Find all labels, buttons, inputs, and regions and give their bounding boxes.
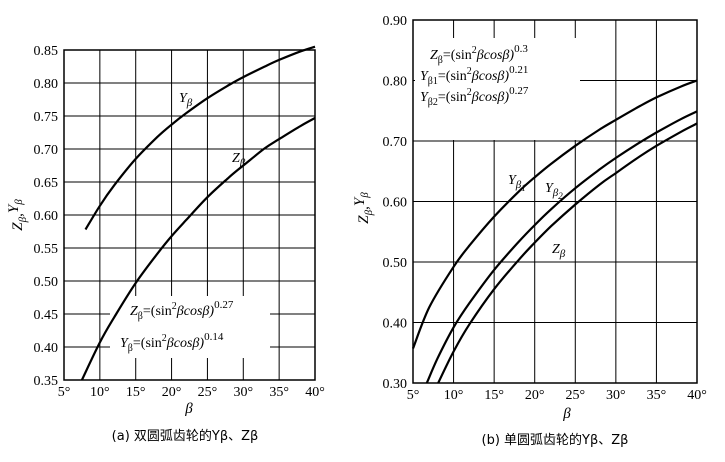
x-tick-label: 30° <box>606 388 626 403</box>
y-tick-label: 0.40 <box>34 341 59 356</box>
y-tick-label: 0.60 <box>383 196 408 211</box>
plot-frame <box>63 49 316 381</box>
series-label: Yβ2 <box>545 181 563 201</box>
formula-annotation: Yβ1=(sin2βcosβ)0.21 <box>420 64 528 87</box>
series-line-Yβ1 <box>411 79 698 349</box>
y-tick-label: 0.80 <box>34 77 59 92</box>
y-tick-label: 0.50 <box>34 275 59 290</box>
x-tick-label: 35° <box>269 385 289 400</box>
y-tick-label: 0.75 <box>34 110 59 125</box>
x-tick-label: 15° <box>484 388 504 403</box>
formula-annotation: Zβ=(sin2βcosβ)0.3 <box>430 43 528 66</box>
y-tick-label: 0.60 <box>34 209 59 224</box>
y-axis-label: Zβ,Yβ <box>6 199 29 231</box>
x-tick-label: 15° <box>126 385 146 400</box>
series-line-Zβ <box>437 122 698 384</box>
y-tick-label: 0.80 <box>383 75 408 90</box>
chart-caption: (b) 单圆弧齿轮的Yβ、Zβ <box>482 432 629 448</box>
x-tick-label: 35° <box>647 388 667 403</box>
x-tick-label: 20° <box>525 388 545 403</box>
x-tick-label: 5° <box>407 388 420 403</box>
series-label: Yβ <box>179 91 193 109</box>
x-tick-label: 10° <box>444 388 464 403</box>
x-tick-label: 25° <box>565 388 585 403</box>
plot-frame <box>412 19 698 384</box>
x-axis-label: β <box>562 406 571 422</box>
y-axis-label: Zβ,Yβ <box>352 192 375 224</box>
x-tick-label: 40° <box>687 388 707 403</box>
y-tick-label: 0.50 <box>383 256 408 271</box>
series-line-Yβ2 <box>425 110 698 384</box>
formula-annotation: Yβ2=(sin2βcosβ)0.27 <box>420 85 529 108</box>
y-tick-label: 0.70 <box>383 135 408 150</box>
x-tick-label: 5° <box>58 385 71 400</box>
x-tick-label: 10° <box>90 385 110 400</box>
x-tick-label: 20° <box>162 385 182 400</box>
formula-annotation: Zβ=(sin2βcosβ)0.27 <box>130 299 234 322</box>
y-tick-label: 0.40 <box>383 317 408 332</box>
y-tick-label: 0.85 <box>34 44 59 59</box>
series-line-Yβ <box>84 45 316 231</box>
series-label: Yβ1 <box>508 173 526 193</box>
chart-a: 5° 10° 15° 20° 25° 30° 35° 40° 0.35 0.40 0.45 0.50 0… <box>6 44 325 444</box>
x-tick-label: 30° <box>233 385 253 400</box>
y-tick-label: 0.35 <box>34 374 59 389</box>
y-tick-label: 0.70 <box>34 143 59 158</box>
y-tick-label: 0.65 <box>34 176 59 191</box>
series-line-Zβ <box>80 117 316 381</box>
chart-caption: (a) 双圆弧齿轮的Yβ、Zβ <box>112 428 259 444</box>
y-tick-label: 0.55 <box>34 242 59 257</box>
x-tick-label: 40° <box>305 385 325 400</box>
series-label: Zβ <box>552 242 566 260</box>
formula-box <box>110 296 270 358</box>
x-axis-label: β <box>184 401 193 417</box>
y-tick-label: 0.90 <box>383 14 408 29</box>
formula-box <box>415 38 580 140</box>
y-tick-label: 0.30 <box>383 377 408 392</box>
x-tick-label: 25° <box>198 385 218 400</box>
y-tick-label: 0.45 <box>34 308 59 323</box>
chart-b: 5° 10° 15° 20° 25° 30° 35° 40° 0.30 0.40 0.50 0.60 0… <box>352 14 707 448</box>
formula-annotation: Yβ=(sin2βcosβ)0.14 <box>120 331 224 354</box>
